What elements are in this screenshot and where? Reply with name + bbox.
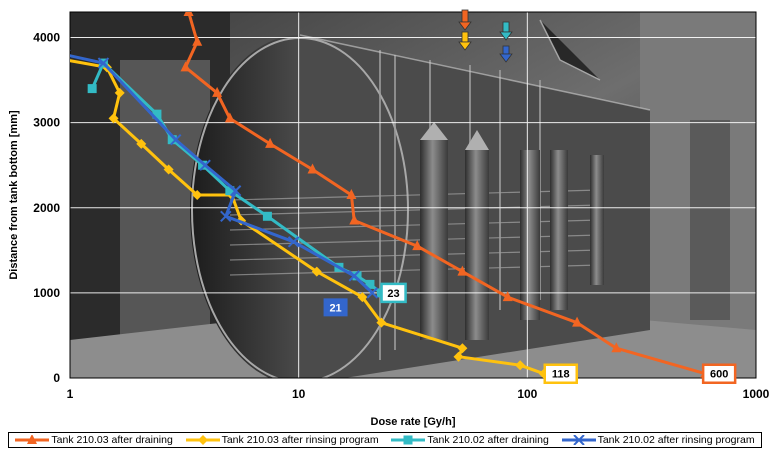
data-point	[349, 214, 360, 225]
callout-box	[543, 363, 578, 384]
data-point	[180, 61, 191, 72]
data-point	[376, 317, 387, 328]
callout-box	[323, 298, 348, 317]
data-point	[412, 240, 423, 251]
legend-marker-icon	[572, 435, 585, 445]
y-tick-label: 2000	[33, 201, 60, 215]
x-tick-label: 1000	[743, 387, 770, 401]
legend-label: Tank 210.03 after rinsing program	[221, 434, 379, 446]
background-illustration	[70, 12, 756, 378]
data-point	[136, 138, 147, 149]
teal-arrow-icon	[499, 21, 513, 41]
data-point	[229, 185, 242, 197]
data-point	[346, 189, 357, 199]
blue-arrow-icon	[499, 45, 513, 63]
data-point	[170, 133, 182, 146]
data-point	[192, 190, 203, 200]
callout-label: 21	[329, 302, 341, 314]
legend-marker-icon	[197, 435, 208, 445]
data-point	[365, 279, 375, 289]
value-callout: 600	[701, 363, 737, 384]
x-axis-title: Dose rate [Gy/h]	[371, 416, 456, 428]
data-point	[224, 112, 235, 123]
data-point	[225, 186, 235, 196]
legend-label: Tank 210.03 after draining	[51, 434, 173, 446]
legend-swatch-icon	[561, 435, 596, 445]
yellow-arrow-icon	[458, 31, 472, 51]
value-callout: 23	[380, 282, 407, 304]
data-point	[87, 84, 97, 94]
top-arrow-markers	[458, 9, 513, 63]
data-point	[307, 163, 318, 174]
value-callout: 21	[323, 298, 348, 317]
data-point	[199, 159, 211, 171]
x-tick-label: 100	[517, 387, 537, 401]
y-tick-label: 4000	[33, 31, 60, 45]
data-point	[220, 210, 232, 222]
data-point	[311, 266, 322, 277]
data-point	[348, 270, 360, 282]
data-point	[572, 316, 583, 327]
legend-swatch-icon	[15, 435, 50, 444]
data-point	[352, 271, 362, 281]
legend-marker-icon	[27, 435, 38, 444]
data-point	[515, 360, 526, 371]
series-tank-210-02-after-rinsing-program	[70, 49, 379, 299]
data-point	[611, 342, 622, 353]
orange-arrow-icon	[458, 9, 472, 31]
data-point	[457, 343, 468, 354]
value-callout: 118	[543, 363, 578, 384]
plot-frame	[69, 11, 757, 379]
data-point	[198, 160, 208, 170]
dose-rate-chart: 600 118 23 21 1 10 100 1000 0 1000 2000 3000 4000 D…	[8, 9, 770, 428]
data-point	[108, 113, 119, 124]
legend-marker-icon	[403, 435, 413, 445]
legend-item: Tank 210.02 after rinsing program	[561, 434, 755, 446]
data-point	[262, 211, 272, 221]
y-tick-label: 0	[53, 371, 60, 385]
data-point	[192, 35, 203, 46]
data-point	[453, 351, 464, 362]
legend-item: Tank 210.02 after draining	[391, 434, 549, 446]
data-point	[357, 292, 368, 303]
callout-box	[701, 363, 737, 384]
data-point	[265, 137, 276, 148]
data-point	[502, 291, 513, 302]
data-point	[212, 86, 223, 97]
y-tick-label: 1000	[33, 286, 60, 300]
callout-label: 118	[552, 369, 570, 381]
data-point	[152, 109, 162, 119]
data-point	[55, 54, 65, 64]
x-tick-label: 10	[292, 387, 306, 401]
x-tick-label: 1	[67, 387, 74, 401]
data-point	[70, 49, 71, 60]
data-point	[287, 236, 300, 248]
legend-item: Tank 210.03 after rinsing program	[185, 434, 379, 446]
callout-label: 23	[387, 288, 399, 300]
callout-box	[380, 282, 407, 304]
callout-label: 600	[710, 369, 728, 381]
series-line	[70, 59, 545, 376]
y-axis-title: Distance from tank bottom [mm]	[8, 110, 20, 280]
legend-label: Tank 210.02 after draining	[427, 434, 549, 446]
y-tick-label: 3000	[33, 116, 60, 130]
data-point	[457, 265, 468, 276]
data-point	[366, 287, 379, 299]
legend-swatch-icon	[391, 435, 426, 445]
data-point	[97, 57, 110, 69]
legend-label: Tank 210.02 after rinsing program	[597, 434, 755, 446]
legend-item: Tank 210.03 after draining	[15, 434, 173, 446]
legend-swatch-icon	[185, 435, 220, 445]
data-point	[183, 12, 194, 16]
data-point	[167, 135, 177, 145]
chart-legend: Tank 210.03 after draining Tank 210.03 af…	[8, 432, 762, 448]
data-point	[114, 87, 125, 98]
data-point	[163, 164, 174, 175]
